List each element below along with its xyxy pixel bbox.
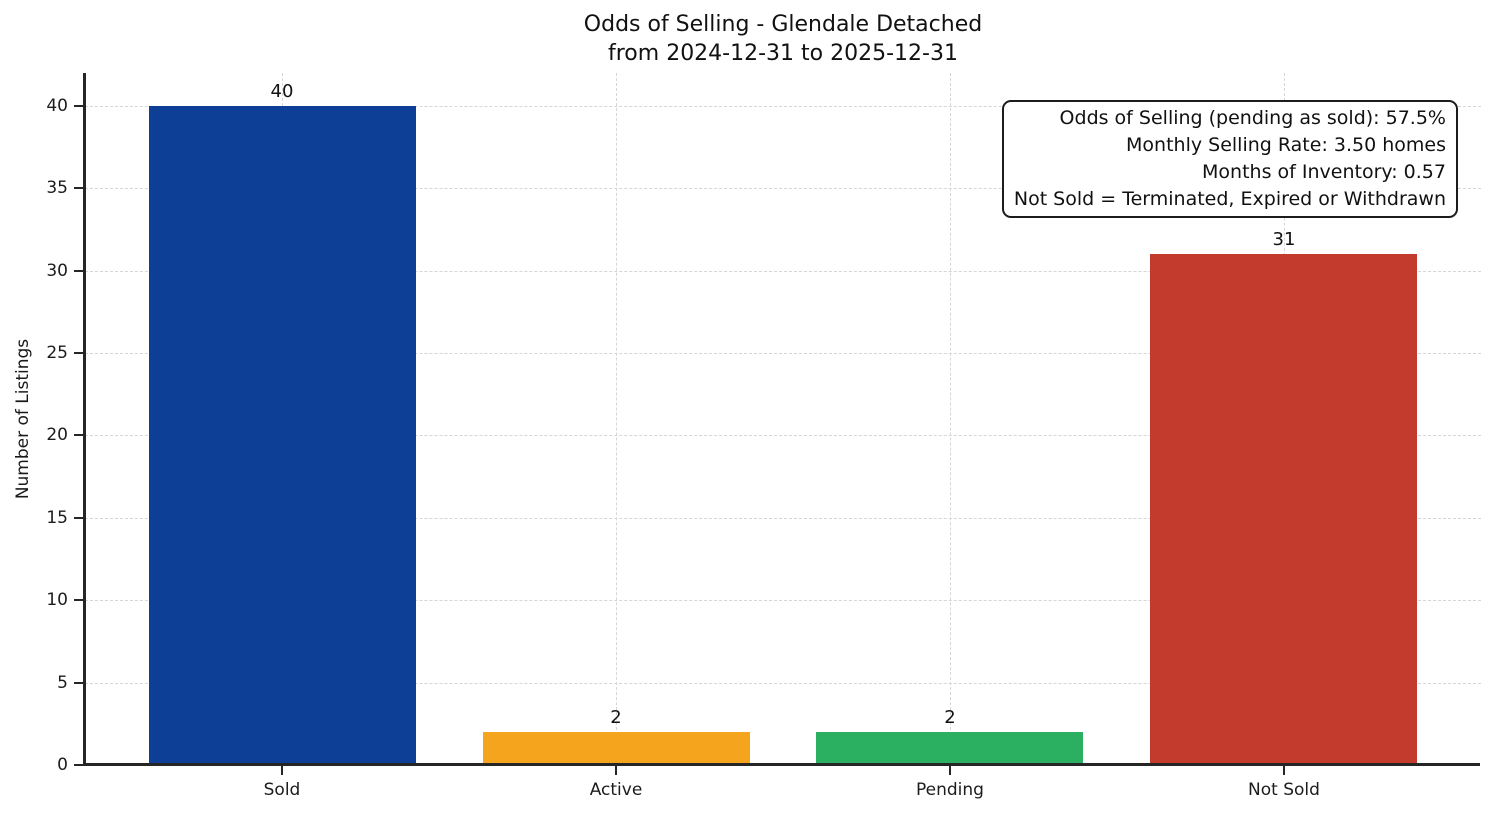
x-tick-label-active: Active bbox=[589, 780, 643, 800]
y-tick-mark bbox=[74, 270, 83, 272]
y-tick-label: 15 bbox=[46, 508, 68, 528]
bar-value-label: 2 bbox=[610, 707, 622, 728]
y-tick-label: 25 bbox=[46, 343, 68, 363]
x-tick-mark bbox=[615, 766, 617, 775]
v-gridline bbox=[950, 73, 951, 765]
y-tick-mark bbox=[74, 682, 83, 684]
x-tick-mark bbox=[1283, 766, 1285, 775]
x-axis-spine bbox=[83, 763, 1480, 766]
y-tick-label: 20 bbox=[46, 425, 68, 445]
chart-title-block: Odds of Selling - Glendale Detached from… bbox=[85, 10, 1481, 68]
h-gridline bbox=[85, 270, 1481, 272]
x-tick-label-sold: Sold bbox=[263, 780, 301, 800]
y-tick-mark bbox=[74, 599, 83, 601]
y-tick-mark bbox=[74, 187, 83, 189]
y-tick-mark bbox=[74, 105, 83, 107]
x-tick-mark bbox=[281, 766, 283, 775]
bar-pending bbox=[816, 732, 1083, 765]
x-tick-label-not-sold: Not Sold bbox=[1248, 780, 1320, 800]
h-gridline bbox=[85, 353, 1481, 355]
x-tick-label-pending: Pending bbox=[916, 780, 984, 800]
y-tick-mark bbox=[74, 517, 83, 519]
y-tick-mark bbox=[74, 352, 83, 354]
bar-active bbox=[483, 732, 750, 765]
h-gridline bbox=[85, 105, 1481, 107]
plot-area: 40 2 2 31 bbox=[85, 73, 1481, 765]
y-tick-label: 30 bbox=[46, 261, 68, 281]
annotation-line-notsold-def: Not Sold = Terminated, Expired or Withdr… bbox=[1013, 188, 1446, 210]
y-tick-mark bbox=[74, 434, 83, 436]
y-tick-mark bbox=[74, 764, 83, 766]
x-tick-mark bbox=[949, 766, 951, 775]
bar-value-label: 2 bbox=[944, 707, 956, 728]
bar-value-label: 40 bbox=[270, 81, 294, 102]
y-tick-label: 40 bbox=[46, 96, 68, 116]
annotation-line-odds: Odds of Selling (pending as sold): 57.5% bbox=[1059, 107, 1446, 129]
chart-title: Odds of Selling - Glendale Detached bbox=[583, 12, 983, 37]
bar-value-label: 31 bbox=[1272, 229, 1296, 250]
chart-subtitle: from 2024-12-31 to 2025-12-31 bbox=[608, 41, 958, 66]
v-gridline bbox=[616, 73, 617, 765]
y-tick-label: 10 bbox=[46, 590, 68, 610]
y-tick-label: 0 bbox=[57, 755, 68, 775]
h-gridline bbox=[85, 600, 1481, 602]
annotation-line-rate: Monthly Selling Rate: 3.50 homes bbox=[1126, 134, 1446, 156]
h-gridline bbox=[85, 435, 1481, 437]
h-gridline bbox=[85, 682, 1481, 684]
y-tick-label: 5 bbox=[57, 673, 68, 693]
stats-annotation-box: Odds of Selling (pending as sold): 57.5%… bbox=[1001, 100, 1458, 218]
bar-sold bbox=[149, 106, 416, 765]
y-axis-spine bbox=[83, 73, 86, 765]
annotation-line-inventory: Months of Inventory: 0.57 bbox=[1202, 161, 1446, 183]
bar-not-sold bbox=[1150, 254, 1417, 765]
h-gridline bbox=[85, 517, 1481, 519]
h-gridline bbox=[85, 188, 1481, 190]
y-tick-label: 35 bbox=[46, 178, 68, 198]
